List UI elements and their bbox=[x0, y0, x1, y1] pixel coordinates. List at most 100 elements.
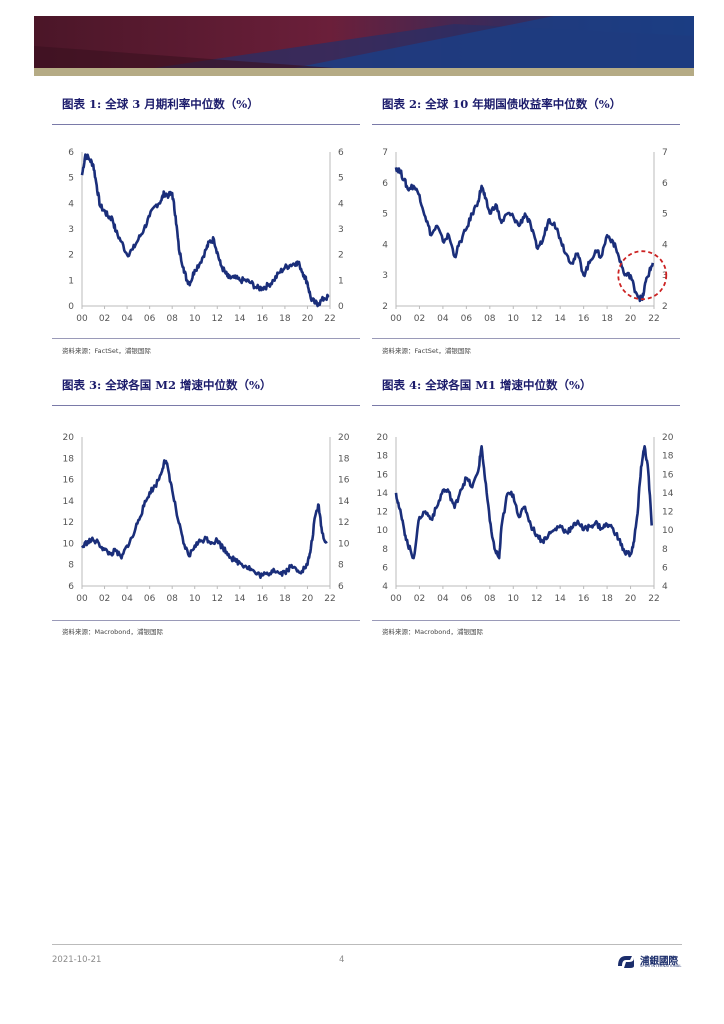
chart-4-x-tick: 18 bbox=[601, 594, 613, 604]
chart-3-svg: 6 6 8 8 10 10 12 12 14 14 16 16 18 18 20 20 00 02 04 06 08 10… bbox=[63, 433, 350, 604]
figure-4-title: 图表 4: 全球各国 M1 增速中位数（%） bbox=[382, 378, 592, 392]
chart-1-y-tick-left: 6 bbox=[68, 148, 74, 158]
figure-4-source: 资料来源：Macrobond，浦银国际 bbox=[382, 628, 484, 636]
chart-3-x-tick: 06 bbox=[144, 594, 156, 604]
chart-1-x-tick: 22 bbox=[324, 314, 335, 324]
chart-1: 0 0 1 1 2 2 3 3 4 4 5 5 6 6 00 02 04 06 08 10 12 14 16 18 20 22 bbox=[62, 140, 352, 330]
chart-1-y-tick-right: 2 bbox=[338, 251, 344, 261]
chart-1-x-tick: 16 bbox=[257, 314, 269, 324]
chart-3-x-tick: 20 bbox=[302, 594, 314, 604]
chart-4-x-tick: 08 bbox=[484, 594, 496, 604]
chart-2-y-tick-left: 3 bbox=[382, 271, 388, 281]
chart-1-svg: 0 01 12 23 34 45 56 600 02 04 06 08 10 12 14 16 18 20 22 bbox=[68, 148, 344, 324]
chart-4-y-tick-right: 18 bbox=[662, 452, 674, 462]
figure-2-title: 图表 2: 全球 10 年期国债收益率中位数（%） bbox=[382, 97, 622, 111]
chart-2-y-tick-right: 3 bbox=[662, 271, 668, 281]
chart-1-x-tick: 06 bbox=[144, 314, 156, 324]
chart-3-y-tick-left: 18 bbox=[63, 454, 75, 464]
chart-2-y-tick-left: 4 bbox=[382, 240, 388, 250]
chart-1-y-tick-right: 6 bbox=[338, 148, 344, 158]
chart-3-x-tick: 14 bbox=[234, 594, 246, 604]
chart-3-y-tick-right: 16 bbox=[338, 476, 350, 486]
chart-3-x-tick: 02 bbox=[99, 594, 110, 604]
chart-2-x-tick: 06 bbox=[461, 314, 473, 324]
chart-4-y-tick-left: 14 bbox=[377, 489, 389, 499]
chart-4-y-tick-left: 18 bbox=[377, 452, 389, 462]
chart-1-y-tick-right: 1 bbox=[338, 276, 344, 286]
figure-3-bottom-rule bbox=[52, 620, 360, 621]
chart-3-y-tick-left: 6 bbox=[68, 582, 74, 592]
chart-3-y-tick-right: 6 bbox=[338, 582, 344, 592]
chart-4-svg: 4 4 6 6 8 8 10 10 12 12 14 14 16 16 18 18 20 20 00 02 04 06 08… bbox=[377, 433, 674, 604]
figure-2-source: 资料来源：FactSet，浦银国际 bbox=[382, 347, 471, 355]
chart-2-x-tick: 20 bbox=[625, 314, 637, 324]
chart-4-x-tick: 04 bbox=[437, 594, 449, 604]
chart-2-x-tick: 00 bbox=[390, 314, 402, 324]
chart-4-x-tick: 22 bbox=[648, 594, 659, 604]
chart-2-x-tick: 04 bbox=[437, 314, 449, 324]
chart-4-y-tick-left: 10 bbox=[377, 526, 389, 536]
chart-1-y-tick-left: 2 bbox=[68, 251, 74, 261]
chart-3-x-tick: 04 bbox=[121, 594, 133, 604]
chart-1-y-tick-left: 5 bbox=[68, 174, 74, 184]
chart-4-x-tick: 00 bbox=[390, 594, 402, 604]
chart-4-y-tick-right: 6 bbox=[662, 563, 668, 573]
chart-2: 2 2 3 3 4 4 5 5 6 6 7 7 00 02 04 06 08 10 12 14 16 18 20 22 bbox=[376, 140, 676, 330]
chart-3-y-tick-right: 8 bbox=[338, 561, 344, 571]
chart-4-y-tick-right: 20 bbox=[662, 433, 674, 443]
chart-2-x-tick: 18 bbox=[601, 314, 613, 324]
chart-3-x-tick: 18 bbox=[279, 594, 291, 604]
chart-2-highlight-circle bbox=[617, 250, 668, 301]
chart-1-series-line bbox=[80, 153, 330, 308]
chart-2-y-tick-right: 7 bbox=[662, 148, 668, 158]
chart-4-y-tick-right: 16 bbox=[662, 470, 674, 480]
chart-4-y-tick-right: 12 bbox=[662, 508, 673, 518]
chart-4-y-tick-right: 14 bbox=[662, 489, 674, 499]
figure-4-bottom-rule bbox=[372, 620, 680, 621]
chart-3-x-tick: 08 bbox=[166, 594, 178, 604]
chart-2-x-tick: 02 bbox=[414, 314, 425, 324]
figure-3-source: 资料来源：Macrobond，浦银国际 bbox=[62, 628, 164, 636]
figure-1-source: 资料来源：FactSet，浦银国际 bbox=[62, 347, 151, 355]
chart-4-x-tick: 16 bbox=[578, 594, 590, 604]
chart-2-y-tick-left: 6 bbox=[382, 179, 388, 189]
chart-3-y-tick-right: 20 bbox=[338, 433, 350, 443]
chart-1-x-tick: 00 bbox=[76, 314, 88, 324]
chart-3-x-tick: 12 bbox=[212, 594, 223, 604]
chart-2-y-tick-right: 6 bbox=[662, 179, 668, 189]
chart-1-y-tick-right: 3 bbox=[338, 225, 344, 235]
chart-4-series-line bbox=[394, 445, 653, 560]
chart-3-x-tick: 00 bbox=[76, 594, 88, 604]
chart-3-y-tick-left: 16 bbox=[63, 476, 75, 486]
chart-2-x-tick: 08 bbox=[484, 314, 496, 324]
chart-1-y-tick-left: 4 bbox=[68, 199, 74, 209]
chart-1-x-tick: 04 bbox=[121, 314, 133, 324]
chart-2-y-tick-left: 2 bbox=[382, 302, 388, 312]
chart-3: 6 6 8 8 10 10 12 12 14 14 16 16 18 18 20 20 00 02 04 06 08 10… bbox=[62, 425, 352, 610]
footer-rule bbox=[52, 944, 682, 945]
chart-4-x-tick: 10 bbox=[508, 594, 520, 604]
figure-4-top-rule bbox=[372, 405, 680, 406]
chart-4-x-tick: 14 bbox=[554, 594, 566, 604]
chart-3-y-tick-left: 8 bbox=[68, 561, 74, 571]
chart-3-y-tick-left: 10 bbox=[63, 539, 75, 549]
chart-1-x-tick: 20 bbox=[302, 314, 314, 324]
chart-1-x-tick: 08 bbox=[166, 314, 178, 324]
chart-2-y-tick-right: 4 bbox=[662, 240, 668, 250]
chart-4: 4 4 6 6 8 8 10 10 12 12 14 14 16 16 18 18 20 20 00 02 04 06 08… bbox=[376, 425, 676, 610]
chart-2-x-tick: 14 bbox=[554, 314, 566, 324]
figure-1-top-rule bbox=[52, 124, 360, 125]
chart-1-x-tick: 02 bbox=[99, 314, 110, 324]
chart-3-y-tick-right: 14 bbox=[338, 497, 350, 507]
logo-text: 浦銀國際 bbox=[640, 956, 679, 967]
chart-3-y-tick-left: 14 bbox=[63, 497, 75, 507]
chart-4-x-tick: 12 bbox=[531, 594, 542, 604]
header-gold-bar bbox=[34, 68, 694, 76]
chart-2-series-line bbox=[394, 167, 655, 303]
figure-3-title: 图表 3: 全球各国 M2 增速中位数（%） bbox=[62, 378, 272, 392]
chart-3-y-tick-left: 12 bbox=[63, 518, 74, 528]
chart-2-x-tick: 10 bbox=[508, 314, 520, 324]
chart-2-y-tick-left: 7 bbox=[382, 148, 388, 158]
chart-2-y-tick-right: 5 bbox=[662, 210, 668, 220]
chart-3-y-tick-left: 20 bbox=[63, 433, 75, 443]
